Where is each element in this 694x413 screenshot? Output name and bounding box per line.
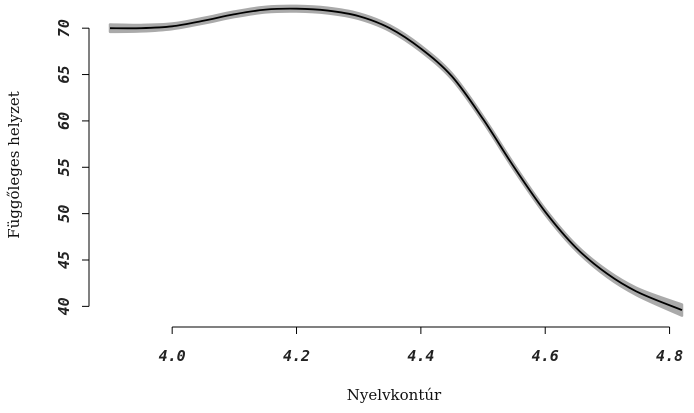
x-tick-label: 4.2 <box>283 347 310 365</box>
x-tick-label: 4.0 <box>159 347 186 365</box>
y-tick-label: 65 <box>55 66 73 84</box>
y-tick-label: 45 <box>55 251 73 269</box>
series-line-0 <box>109 7 683 311</box>
x-axis: 4.0 4.2 4.4 4.6 4.8 <box>159 326 683 365</box>
y-tick-label: 70 <box>55 19 73 37</box>
y-tick-label: 60 <box>55 112 73 130</box>
y-axis: 40 45 50 55 60 65 70 <box>55 19 90 315</box>
x-axis-title: Nyelvkontúr <box>347 386 442 404</box>
x-tick-label: 4.4 <box>407 347 434 365</box>
confidence-band-0 <box>108 4 684 317</box>
y-tick-label: 40 <box>55 297 73 315</box>
y-tick-label: 55 <box>55 158 73 176</box>
y-axis-title: Függőleges helyzet <box>5 91 23 239</box>
x-tick-label: 4.6 <box>532 347 559 365</box>
y-tick-label: 50 <box>55 205 73 223</box>
x-tick-label: 4.8 <box>656 347 683 365</box>
plot-layer <box>108 4 684 317</box>
